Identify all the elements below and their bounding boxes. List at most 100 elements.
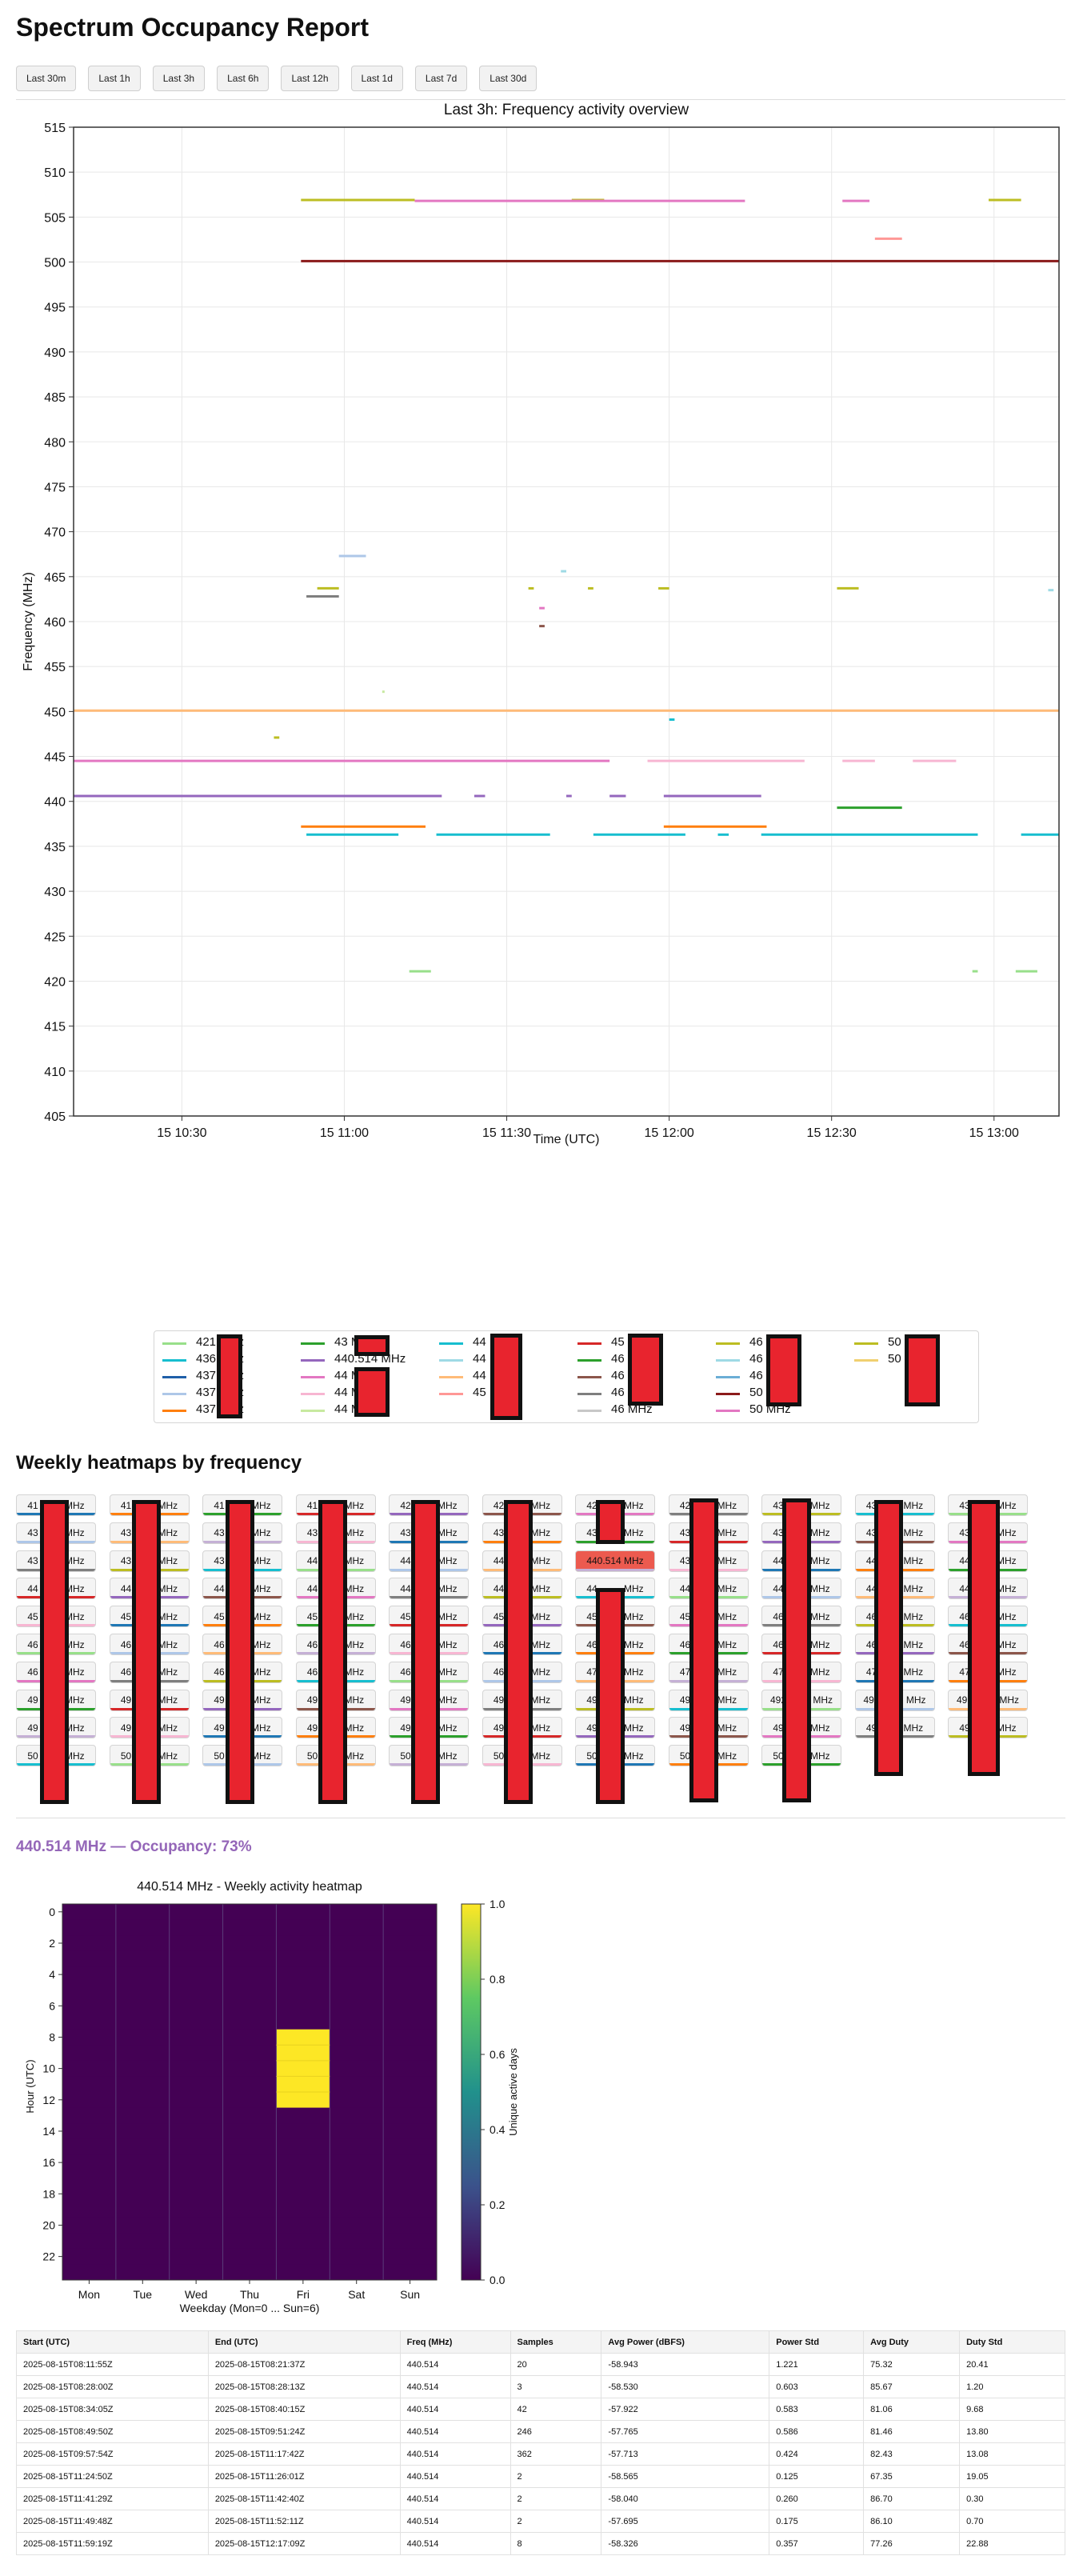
- frequency-button-label: 42 MHz: [493, 1499, 551, 1511]
- frequency-button-label: 49 MHz: [27, 1694, 85, 1706]
- frequency-button-label: 43 MHz: [27, 1527, 85, 1539]
- hour-tick-label: 4: [49, 1968, 55, 1981]
- frequency-button-label: 47 MHz: [959, 1666, 1017, 1678]
- table-cell: 2025-08-15T08:28:00Z: [16, 2375, 209, 2398]
- frequency-button-label: 44 MHz: [493, 1582, 551, 1594]
- range-button-30m[interactable]: Last 30m: [16, 66, 77, 91]
- frequency-button-label: 47 MHz: [586, 1666, 644, 1678]
- redaction-block: [354, 1367, 390, 1417]
- table-cell: 67.35: [863, 2465, 961, 2488]
- heatmap-cell: [169, 2170, 224, 2186]
- heatmap-cell: [383, 2264, 438, 2281]
- frequency-button-label: 46 MHz: [773, 1638, 830, 1650]
- redaction-block: [596, 1500, 625, 1544]
- heatmap-cell: [62, 2248, 117, 2265]
- table-header-cell[interactable]: End (UTC): [207, 2330, 401, 2354]
- range-button-3h[interactable]: Last 3h: [152, 66, 206, 91]
- frequency-button-label: 42 MHz: [586, 1499, 644, 1511]
- table-cell: 86.10: [863, 2510, 961, 2533]
- table-cell: -58.040: [601, 2487, 770, 2510]
- x-tick-label: 15 11:00: [320, 1126, 369, 1140]
- table-header-cell[interactable]: Start (UTC): [16, 2330, 209, 2354]
- heatmap-cell: [276, 1935, 330, 1952]
- heatmap-cell: [115, 1935, 170, 1952]
- frequency-button-label: 41 MHz: [214, 1499, 271, 1511]
- heatmap-cell: [62, 2233, 117, 2250]
- frequency-heatmap-button[interactable]: 440.514 MHz: [575, 1550, 655, 1572]
- table-header-cell[interactable]: Duty Std: [959, 2330, 1065, 2354]
- day-tick-label: Thu: [240, 2288, 259, 2301]
- heatmap-cell: [276, 2014, 330, 2030]
- heatmap-cell: [276, 2264, 330, 2281]
- table-cell: -58.943: [601, 2353, 770, 2376]
- frequency-button-label: 46 MHz: [214, 1638, 271, 1650]
- heatmap-cell: [115, 2248, 170, 2265]
- frequency-button-label: 49 MHz: [679, 1694, 737, 1706]
- legend-swatch: [577, 1376, 601, 1378]
- frequency-button-label: 47 MHz: [679, 1666, 737, 1678]
- frequency-overview-chart: Last 3h: Frequency activity overview 405…: [22, 102, 1060, 1146]
- table-cell: -58.326: [601, 2532, 770, 2555]
- table-header-cell[interactable]: Power Std: [769, 2330, 865, 2354]
- range-button-1h[interactable]: Last 1h: [88, 66, 141, 91]
- heatmap-cell: [276, 2202, 330, 2218]
- table-cell: -57.922: [601, 2398, 770, 2421]
- day-tick-label: Mon: [78, 2288, 100, 2301]
- legend-swatch: [439, 1376, 463, 1378]
- y-tick-label: 450: [44, 706, 66, 719]
- table-header-cell[interactable]: Avg Power (dBFS): [601, 2330, 770, 2354]
- x-tick-label: 15 12:30: [807, 1126, 857, 1140]
- legend-swatch: [439, 1359, 463, 1362]
- table-cell: 86.70: [863, 2487, 961, 2510]
- range-button-30d[interactable]: Last 30d: [479, 66, 538, 91]
- range-button-7d[interactable]: Last 7d: [414, 66, 468, 91]
- heatmap-cell: [276, 2107, 330, 2124]
- heatmap-cell: [276, 1950, 330, 1967]
- frequency-button-label: 45 MHz: [493, 1610, 551, 1622]
- frequency-button-label: 49 MHz: [865, 1722, 924, 1734]
- table-header-cell[interactable]: Avg Duty: [863, 2330, 961, 2354]
- heatmap-cell: [115, 2123, 170, 2140]
- table-cell: 0.586: [769, 2420, 865, 2443]
- table-cell: 440.514: [399, 2487, 511, 2510]
- table-header-cell[interactable]: Samples: [510, 2330, 602, 2354]
- frequency-button-label: 45 MHz: [586, 1610, 644, 1622]
- table-header-cell[interactable]: Freq (MHz): [399, 2330, 511, 2354]
- heatmap-cell: [169, 1966, 224, 1983]
- heatmap-cell: [276, 1982, 330, 1998]
- range-button-12h[interactable]: Last 12h: [281, 66, 339, 91]
- heatmap-cell: [62, 2045, 117, 2062]
- heatmap-cell: [222, 1982, 277, 1998]
- table-cell: 2: [510, 2487, 602, 2510]
- table-cell: 75.32: [863, 2353, 961, 2376]
- frequency-button-label: 49 MHz: [400, 1694, 458, 1706]
- frequency-button-label: 50 MHz: [679, 1750, 737, 1762]
- time-range-bar: Last 30m Last 1h Last 3h Last 6h Last 12…: [16, 66, 538, 91]
- y-tick-label: 430: [44, 886, 66, 899]
- frequency-button-label: 43 MHz: [27, 1555, 85, 1567]
- colorbar-tick-label: 0.0: [490, 2274, 506, 2286]
- range-button-1d[interactable]: Last 1d: [350, 66, 403, 91]
- frequency-button-label: 50 MHz: [773, 1750, 830, 1762]
- table-cell: 440.514: [399, 2398, 511, 2421]
- table-cell: 2025-08-15T08:34:05Z: [16, 2398, 209, 2421]
- frequency-button-label: 43 MHz: [679, 1527, 737, 1539]
- heatmap-cell: [383, 1950, 438, 1967]
- heatmap-cell: [62, 1935, 117, 1952]
- overview-chart-title: Last 3h: Frequency activity overview: [444, 102, 689, 118]
- activity-table: Start (UTC) End (UTC) Freq (MHz) Samples Avg…: [16, 2330, 1065, 2555]
- heatmap-cell: [330, 2092, 384, 2109]
- heatmap-cell: [330, 2154, 384, 2171]
- frequency-button-label: 49 MHz: [586, 1694, 644, 1706]
- heatmap-cell: [169, 1950, 224, 1967]
- heatmap-cell: [115, 2170, 170, 2186]
- heatmap-cell: [276, 2154, 330, 2171]
- frequency-button-label: 44 MHz: [773, 1555, 830, 1567]
- range-button-6h[interactable]: Last 6h: [217, 66, 270, 91]
- heatmap-cell: [115, 2154, 170, 2171]
- table-row: 2025-08-15T11:41:29Z 2025-08-15T11:42:40Z…: [16, 2487, 1065, 2510]
- y-tick-label: 405: [44, 1110, 66, 1124]
- hour-tick-label: 22: [42, 2250, 55, 2263]
- frequency-button-label: 45 MHz: [214, 1610, 271, 1622]
- redaction-block: [132, 1500, 161, 1804]
